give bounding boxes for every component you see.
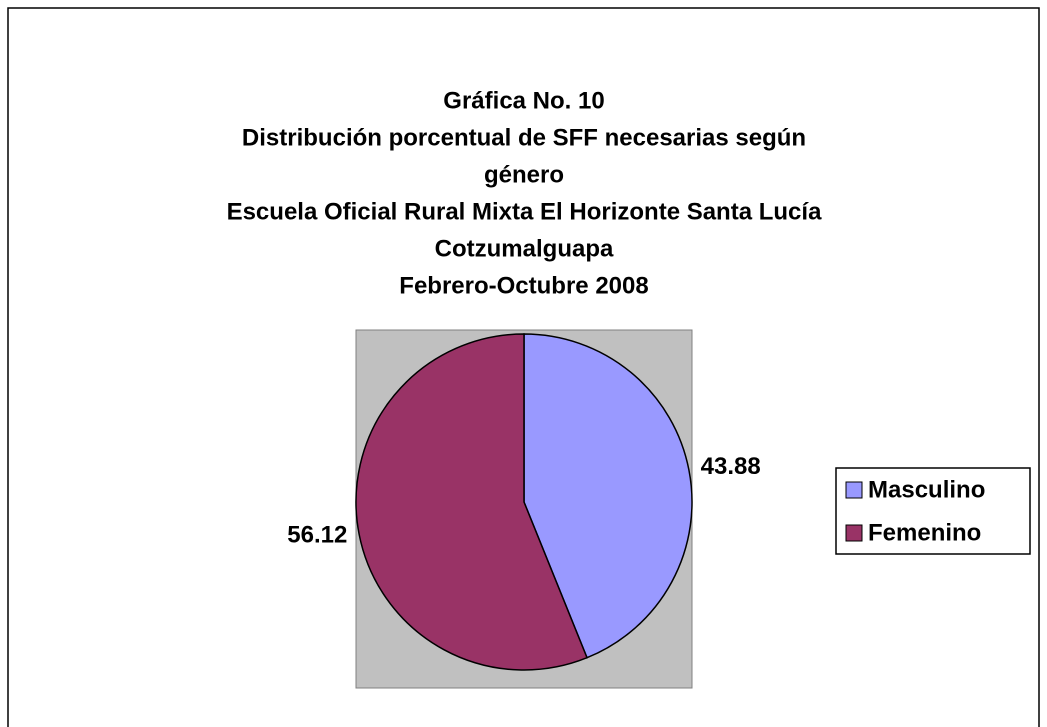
chart-frame [7, 7, 1040, 727]
data-label: 56.12 [287, 522, 347, 549]
legend [835, 467, 1031, 555]
legend-swatch [845, 524, 863, 542]
data-label: 43.88 [701, 453, 761, 480]
legend-label: Femenino [868, 519, 981, 546]
legend-label: Masculino [868, 476, 985, 503]
chart-title: Febrero-Octubre 2008 [399, 272, 648, 299]
chart-title: Escuela Oficial Rural Mixta El Horizonte… [227, 198, 822, 225]
pie-slice [355, 333, 588, 671]
chart-title: Cotzumalguapa [435, 235, 614, 262]
chart-title: género [484, 161, 564, 188]
chart-title: Distribución porcentual de SFF necesaria… [242, 124, 806, 151]
legend-swatch [845, 481, 863, 499]
chart-title: Gráfica No. 10 [443, 87, 604, 114]
pie-slice [523, 333, 693, 659]
